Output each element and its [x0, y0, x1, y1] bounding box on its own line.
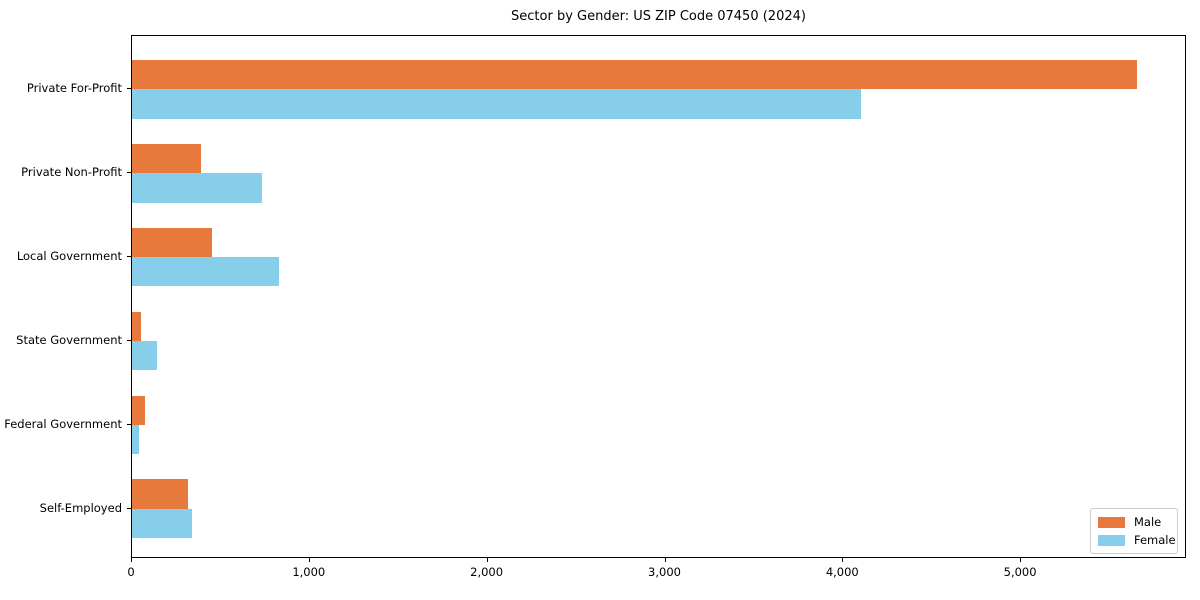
y-tick-label: Private For-Profit	[26, 81, 122, 96]
x-tick-label: 3,000	[648, 565, 681, 579]
y-tick-label: State Government	[16, 333, 122, 347]
bar-male-local-government	[132, 227, 212, 258]
bar-female-private-non-profit	[132, 173, 262, 203]
y-tick-label: Private Non-Profit	[21, 165, 122, 180]
y-tick-label: Federal Government	[4, 416, 122, 431]
x-tick-label: 1,000	[292, 565, 326, 579]
chart-title: Sector by Gender: US ZIP Code 07450 (202…	[511, 9, 806, 24]
legend-item-female: Female	[1098, 533, 1176, 547]
x-tick-mark	[842, 558, 844, 562]
x-tick-mark	[1020, 558, 1022, 562]
bar-male-self-employed	[132, 479, 188, 509]
y-tick-label: Local Government	[16, 249, 122, 264]
x-tick-mark	[308, 558, 310, 562]
x-tick-label: 0	[127, 565, 135, 579]
legend-female-label: Female	[1134, 533, 1176, 547]
x-tick-label: 5,000	[1003, 565, 1037, 579]
bar-male-state-government	[132, 311, 141, 341]
x-tick-label: 2,000	[470, 565, 504, 579]
bar-female-local-government	[132, 257, 279, 287]
x-tick-mark	[664, 558, 666, 562]
plot-area	[131, 35, 1186, 558]
bar-female-self-employed	[132, 508, 192, 539]
x-tick-label: 4,000	[825, 565, 859, 579]
bar-female-private-for-profit	[132, 89, 862, 119]
legend-male-swatch-icon	[1098, 516, 1125, 528]
bar-female-state-government	[132, 341, 157, 371]
x-tick-mark	[486, 558, 488, 562]
y-tick-label: Self-Employed	[39, 500, 122, 515]
y-tick-mark	[127, 423, 131, 425]
legend: Male Female	[1090, 508, 1178, 554]
bar-male-federal-government	[132, 395, 146, 425]
y-tick-mark	[127, 507, 131, 509]
legend-male-label: Male	[1134, 515, 1162, 529]
legend-item-male: Male	[1098, 515, 1169, 529]
y-tick-mark	[127, 340, 131, 341]
legend-female-swatch-icon	[1098, 534, 1125, 546]
y-tick-mark	[127, 172, 131, 174]
bar-male-private-for-profit	[132, 59, 1137, 90]
y-tick-mark	[127, 256, 131, 258]
bar-male-private-non-profit	[132, 143, 202, 174]
x-tick-mark	[131, 558, 132, 562]
y-tick-mark	[127, 88, 131, 90]
bar-female-federal-government	[132, 424, 140, 455]
